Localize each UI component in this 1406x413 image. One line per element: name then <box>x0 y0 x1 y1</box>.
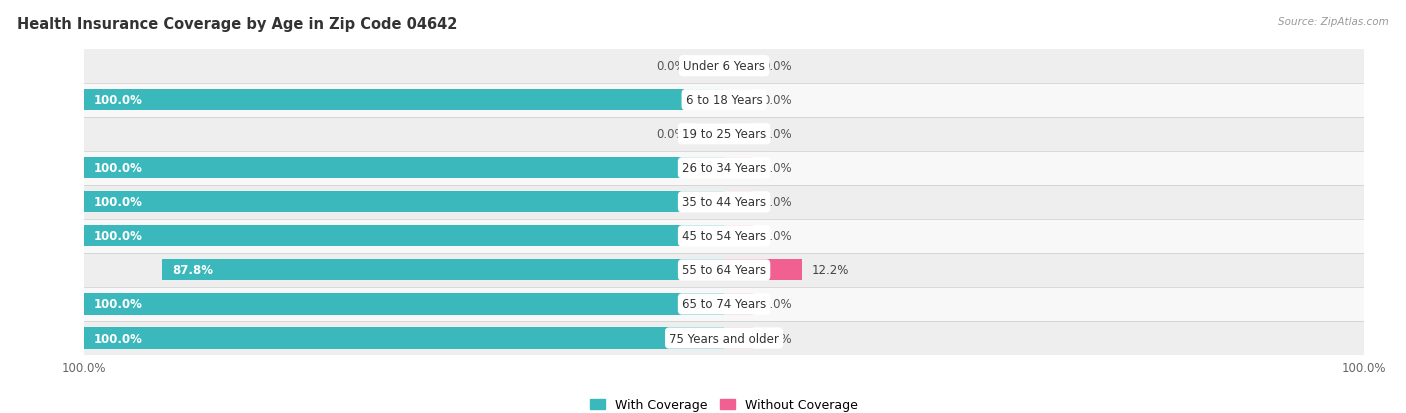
Bar <box>84 328 724 349</box>
Text: 0.0%: 0.0% <box>762 94 792 107</box>
Text: Under 6 Years: Under 6 Years <box>683 60 765 73</box>
Text: 100.0%: 100.0% <box>94 162 143 175</box>
Text: 100.0%: 100.0% <box>94 196 143 209</box>
Bar <box>724 260 803 281</box>
Text: 65 to 74 Years: 65 to 74 Years <box>682 298 766 311</box>
Text: 0.0%: 0.0% <box>762 162 792 175</box>
Bar <box>724 56 752 77</box>
Text: 75 Years and older: 75 Years and older <box>669 332 779 345</box>
Bar <box>84 158 724 179</box>
Text: 6 to 18 Years: 6 to 18 Years <box>686 94 762 107</box>
Bar <box>724 226 752 247</box>
Bar <box>696 56 724 77</box>
Bar <box>84 219 1364 253</box>
Text: 12.2%: 12.2% <box>811 264 849 277</box>
Text: 0.0%: 0.0% <box>762 128 792 141</box>
Text: 0.0%: 0.0% <box>762 230 792 243</box>
Bar <box>84 192 724 213</box>
Bar <box>84 253 1364 287</box>
Text: 0.0%: 0.0% <box>657 60 686 73</box>
Text: 100.0%: 100.0% <box>94 230 143 243</box>
Bar <box>724 294 752 315</box>
Bar <box>724 90 752 111</box>
Text: 100.0%: 100.0% <box>94 332 143 345</box>
Text: 55 to 64 Years: 55 to 64 Years <box>682 264 766 277</box>
Bar <box>84 294 724 315</box>
Text: 100.0%: 100.0% <box>94 94 143 107</box>
Bar <box>84 90 724 111</box>
Bar <box>84 152 1364 185</box>
Legend: With Coverage, Without Coverage: With Coverage, Without Coverage <box>585 393 863 413</box>
Bar <box>84 287 1364 321</box>
Bar <box>84 321 1364 355</box>
Text: 45 to 54 Years: 45 to 54 Years <box>682 230 766 243</box>
Text: 100.0%: 100.0% <box>94 298 143 311</box>
Text: 26 to 34 Years: 26 to 34 Years <box>682 162 766 175</box>
Text: 0.0%: 0.0% <box>762 332 792 345</box>
Text: 19 to 25 Years: 19 to 25 Years <box>682 128 766 141</box>
Text: 35 to 44 Years: 35 to 44 Years <box>682 196 766 209</box>
Text: 0.0%: 0.0% <box>762 298 792 311</box>
Bar <box>724 158 752 179</box>
Text: 0.0%: 0.0% <box>762 60 792 73</box>
Bar <box>84 226 724 247</box>
Bar <box>724 192 752 213</box>
Text: 0.0%: 0.0% <box>657 128 686 141</box>
Bar <box>84 185 1364 219</box>
Bar <box>84 83 1364 117</box>
Bar <box>696 124 724 145</box>
Text: Health Insurance Coverage by Age in Zip Code 04642: Health Insurance Coverage by Age in Zip … <box>17 17 457 31</box>
Bar <box>163 260 724 281</box>
Text: 0.0%: 0.0% <box>762 196 792 209</box>
Bar <box>84 117 1364 152</box>
Bar <box>724 328 752 349</box>
Text: Source: ZipAtlas.com: Source: ZipAtlas.com <box>1278 17 1389 26</box>
Bar <box>724 124 752 145</box>
Bar <box>84 50 1364 83</box>
Text: 87.8%: 87.8% <box>172 264 212 277</box>
